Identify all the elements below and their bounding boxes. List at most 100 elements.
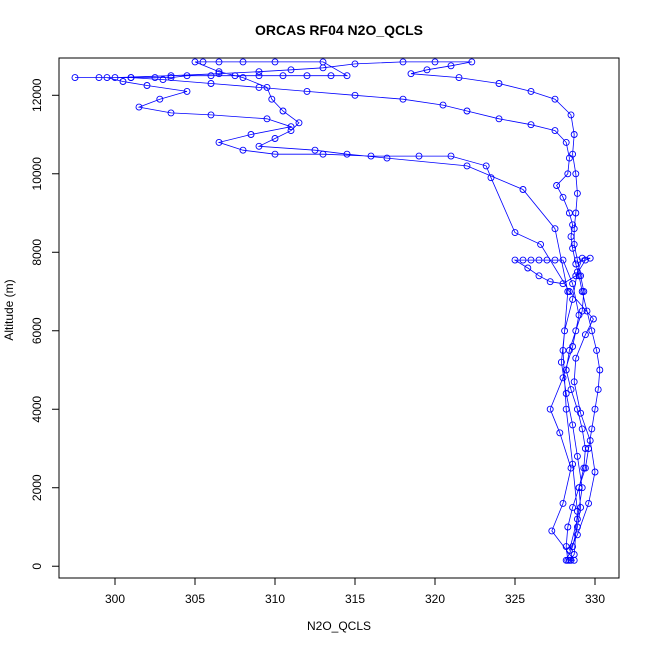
data-point bbox=[569, 221, 577, 229]
data-point bbox=[535, 256, 543, 264]
data-point bbox=[573, 452, 581, 460]
data-point bbox=[580, 288, 588, 295]
data-point bbox=[569, 280, 577, 288]
data-point bbox=[183, 87, 191, 95]
data-point bbox=[569, 343, 577, 350]
data-point bbox=[511, 229, 519, 237]
data-point bbox=[559, 280, 567, 288]
data-point bbox=[519, 186, 527, 193]
data-point bbox=[351, 60, 359, 68]
data-point bbox=[551, 127, 559, 135]
y-tick-label: 4000 bbox=[30, 396, 44, 423]
data-point bbox=[578, 254, 586, 262]
data-point bbox=[279, 107, 287, 115]
data-point bbox=[215, 68, 223, 76]
data-point bbox=[591, 468, 599, 476]
data-point bbox=[562, 366, 570, 374]
data-point bbox=[572, 272, 580, 280]
data-point bbox=[127, 74, 135, 82]
data-point bbox=[570, 551, 578, 558]
data-point bbox=[569, 295, 577, 303]
data-point bbox=[569, 421, 577, 429]
data-point bbox=[565, 547, 573, 554]
data-point bbox=[564, 288, 572, 295]
data-point bbox=[271, 58, 279, 66]
series-path bbox=[75, 61, 601, 561]
data-point bbox=[343, 72, 351, 80]
x-tick-label: 330 bbox=[585, 592, 605, 606]
data-point bbox=[588, 327, 596, 335]
data-point bbox=[569, 460, 577, 468]
data-point bbox=[551, 256, 559, 264]
data-point bbox=[572, 170, 580, 178]
data-point bbox=[569, 150, 577, 158]
data-point bbox=[583, 307, 591, 315]
data-point bbox=[383, 154, 391, 162]
data-point bbox=[303, 87, 311, 95]
data-point bbox=[156, 95, 164, 103]
data-point bbox=[511, 256, 519, 264]
data-point bbox=[159, 76, 167, 84]
data-point bbox=[343, 150, 351, 158]
data-point bbox=[111, 74, 119, 82]
data-point bbox=[556, 429, 564, 437]
data-point bbox=[573, 256, 581, 264]
data-point bbox=[271, 135, 279, 142]
data-point bbox=[573, 268, 581, 276]
data-point bbox=[567, 386, 575, 394]
series-points bbox=[71, 58, 604, 564]
data-point bbox=[548, 527, 556, 535]
x-axis: 300 305 310 315 320 325 330 bbox=[105, 577, 605, 606]
y-axis-label: Altitude (m) bbox=[2, 279, 16, 340]
data-point bbox=[151, 74, 159, 82]
data-point bbox=[527, 87, 535, 95]
data-point bbox=[573, 507, 581, 515]
data-point bbox=[570, 240, 578, 248]
data-point bbox=[562, 138, 570, 146]
data-point bbox=[207, 72, 215, 80]
data-point bbox=[572, 354, 580, 362]
data-point bbox=[562, 390, 570, 397]
data-point bbox=[570, 378, 578, 386]
data-point bbox=[239, 146, 247, 154]
data-point bbox=[183, 72, 191, 80]
data-point bbox=[135, 103, 143, 111]
data-point bbox=[487, 174, 495, 182]
data-point bbox=[143, 82, 151, 89]
data-point bbox=[439, 101, 447, 109]
data-point bbox=[263, 115, 271, 123]
y-tick-label: 2000 bbox=[30, 474, 44, 501]
data-point bbox=[95, 74, 103, 82]
data-point bbox=[207, 111, 215, 119]
data-point bbox=[559, 193, 567, 201]
data-point bbox=[570, 225, 578, 233]
data-point bbox=[578, 425, 586, 433]
data-point bbox=[319, 150, 327, 158]
data-point bbox=[271, 150, 279, 158]
data-point bbox=[399, 95, 407, 103]
data-point bbox=[103, 74, 111, 82]
data-point bbox=[71, 74, 79, 82]
data-point bbox=[311, 146, 319, 154]
data-point bbox=[527, 121, 535, 129]
data-point bbox=[559, 374, 567, 382]
data-point bbox=[553, 182, 561, 189]
data-point bbox=[586, 254, 594, 262]
data-point bbox=[199, 58, 207, 66]
data-point bbox=[167, 109, 175, 117]
series-line bbox=[75, 61, 601, 561]
data-point bbox=[215, 58, 223, 66]
data-point bbox=[559, 499, 567, 507]
data-point bbox=[559, 346, 567, 354]
x-tick-label: 325 bbox=[505, 592, 525, 606]
x-tick-label: 300 bbox=[105, 592, 125, 606]
data-point bbox=[594, 386, 602, 394]
data-point bbox=[575, 484, 583, 492]
data-point bbox=[167, 72, 175, 80]
data-point bbox=[215, 70, 223, 78]
data-point bbox=[559, 256, 567, 264]
data-point bbox=[596, 366, 604, 374]
y-tick-label: 6000 bbox=[30, 317, 44, 344]
data-point bbox=[495, 80, 503, 87]
